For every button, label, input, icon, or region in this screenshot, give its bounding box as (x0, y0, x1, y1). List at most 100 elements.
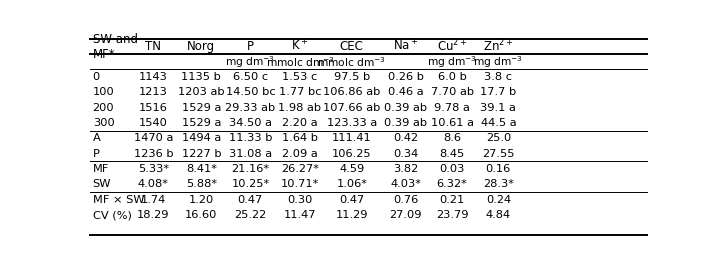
Text: 26.27*: 26.27* (281, 164, 319, 174)
Text: Norg: Norg (187, 40, 216, 53)
Text: 0.30: 0.30 (288, 195, 313, 205)
Text: 3.82: 3.82 (393, 164, 418, 174)
Text: 1.20: 1.20 (188, 195, 214, 205)
Text: 0.21: 0.21 (439, 195, 464, 205)
Text: 1529 a: 1529 a (182, 118, 221, 128)
Text: 10.61 a: 10.61 a (431, 118, 474, 128)
Text: 1203 ab: 1203 ab (178, 88, 224, 97)
Text: P: P (93, 149, 99, 159)
Text: 16.60: 16.60 (185, 210, 218, 220)
Text: 6.50 c: 6.50 c (233, 72, 268, 82)
Text: 1540: 1540 (139, 118, 168, 128)
Text: 23.79: 23.79 (436, 210, 468, 220)
Text: 4.08*: 4.08* (138, 179, 169, 189)
Text: 1143: 1143 (139, 72, 168, 82)
Text: 4.03*: 4.03* (390, 179, 421, 189)
Text: 0.24: 0.24 (486, 195, 511, 205)
Text: Zn$^{2+}$: Zn$^{2+}$ (483, 38, 513, 55)
Text: MF × SW: MF × SW (93, 195, 145, 205)
Text: 21.16*: 21.16* (232, 164, 270, 174)
Text: 4.84: 4.84 (486, 210, 511, 220)
Text: 44.5 a: 44.5 a (480, 118, 516, 128)
Text: 106.25: 106.25 (332, 149, 372, 159)
Text: 3.8 c: 3.8 c (485, 72, 513, 82)
Text: K$^+$: K$^+$ (291, 39, 308, 54)
Text: 0.03: 0.03 (439, 164, 464, 174)
Text: 8.41*: 8.41* (186, 164, 216, 174)
Text: 27.55: 27.55 (482, 149, 515, 159)
Text: mg dm$^{-3}$: mg dm$^{-3}$ (473, 54, 523, 70)
Text: 300: 300 (93, 118, 114, 128)
Text: 4.59: 4.59 (339, 164, 365, 174)
Text: TN: TN (145, 40, 161, 53)
Text: 8.45: 8.45 (439, 149, 464, 159)
Text: 0.46 a: 0.46 a (388, 88, 423, 97)
Text: MF: MF (93, 164, 109, 174)
Text: 28.3*: 28.3* (483, 179, 514, 189)
Text: 11.47: 11.47 (284, 210, 316, 220)
Text: 0.76: 0.76 (393, 195, 418, 205)
Text: 107.66 ab: 107.66 ab (323, 103, 380, 113)
Text: 1529 a: 1529 a (182, 103, 221, 113)
Text: 1236 b: 1236 b (134, 149, 173, 159)
Text: 6.0 b: 6.0 b (438, 72, 467, 82)
Text: 14.50 bc: 14.50 bc (226, 88, 275, 97)
Text: 0.26 b: 0.26 b (388, 72, 423, 82)
Text: 29.33 ab: 29.33 ab (225, 103, 275, 113)
Text: 1.74: 1.74 (141, 195, 166, 205)
Text: CEC: CEC (340, 40, 364, 53)
Text: 2.20 a: 2.20 a (282, 118, 318, 128)
Text: 27.09: 27.09 (390, 210, 422, 220)
Text: 1.98 ab: 1.98 ab (278, 103, 321, 113)
Text: 100: 100 (93, 88, 114, 97)
Text: 9.78 a: 9.78 a (434, 103, 470, 113)
Text: SW: SW (93, 179, 111, 189)
Text: 1213: 1213 (139, 88, 168, 97)
Text: 5.33*: 5.33* (138, 164, 169, 174)
Text: 0.34: 0.34 (393, 149, 418, 159)
Text: 0: 0 (93, 72, 100, 82)
Text: 25.22: 25.22 (234, 210, 267, 220)
Text: 34.50 a: 34.50 a (229, 118, 272, 128)
Text: 2.09 a: 2.09 a (282, 149, 318, 159)
Text: mmolc dm$^{-3}$: mmolc dm$^{-3}$ (317, 55, 386, 69)
Text: 1.53 c: 1.53 c (283, 72, 318, 82)
Text: 1.64 b: 1.64 b (282, 133, 318, 143)
Text: 200: 200 (93, 103, 114, 113)
Text: mg dm$^{-3}$: mg dm$^{-3}$ (225, 54, 275, 70)
Text: 31.08 a: 31.08 a (229, 149, 272, 159)
Text: 1470 a: 1470 a (134, 133, 173, 143)
Text: 111.41: 111.41 (332, 133, 372, 143)
Text: 0.47: 0.47 (339, 195, 365, 205)
Text: 0.39 ab: 0.39 ab (384, 103, 427, 113)
Text: 25.0: 25.0 (486, 133, 511, 143)
Text: CV (%): CV (%) (93, 210, 132, 220)
Text: 11.33 b: 11.33 b (229, 133, 272, 143)
Text: 0.16: 0.16 (486, 164, 511, 174)
Text: A: A (93, 133, 101, 143)
Text: P: P (247, 40, 254, 53)
Text: SW and
MF*: SW and MF* (93, 33, 137, 61)
Text: 39.1 a: 39.1 a (480, 103, 516, 113)
Text: 1227 b: 1227 b (181, 149, 221, 159)
Text: 18.29: 18.29 (137, 210, 170, 220)
Text: 11.29: 11.29 (336, 210, 368, 220)
Text: 10.71*: 10.71* (281, 179, 319, 189)
Text: 8.6: 8.6 (443, 133, 461, 143)
Text: 123.33 a: 123.33 a (326, 118, 377, 128)
Text: 1516: 1516 (139, 103, 168, 113)
Text: 0.39 ab: 0.39 ab (384, 118, 427, 128)
Text: 1.77 bc: 1.77 bc (279, 88, 321, 97)
Text: mmolc dm$^{-3}$: mmolc dm$^{-3}$ (265, 55, 334, 69)
Text: 10.25*: 10.25* (232, 179, 270, 189)
Text: 5.88*: 5.88* (186, 179, 217, 189)
Text: 97.5 b: 97.5 b (334, 72, 370, 82)
Text: 106.86 ab: 106.86 ab (323, 88, 380, 97)
Text: 1494 a: 1494 a (182, 133, 221, 143)
Text: 6.32*: 6.32* (436, 179, 467, 189)
Text: 1.06*: 1.06* (336, 179, 367, 189)
Text: Cu$^{2+}$: Cu$^{2+}$ (436, 38, 467, 55)
Text: 1135 b: 1135 b (181, 72, 221, 82)
Text: mg dm$^{-3}$: mg dm$^{-3}$ (427, 54, 477, 70)
Text: 7.70 ab: 7.70 ab (431, 88, 474, 97)
